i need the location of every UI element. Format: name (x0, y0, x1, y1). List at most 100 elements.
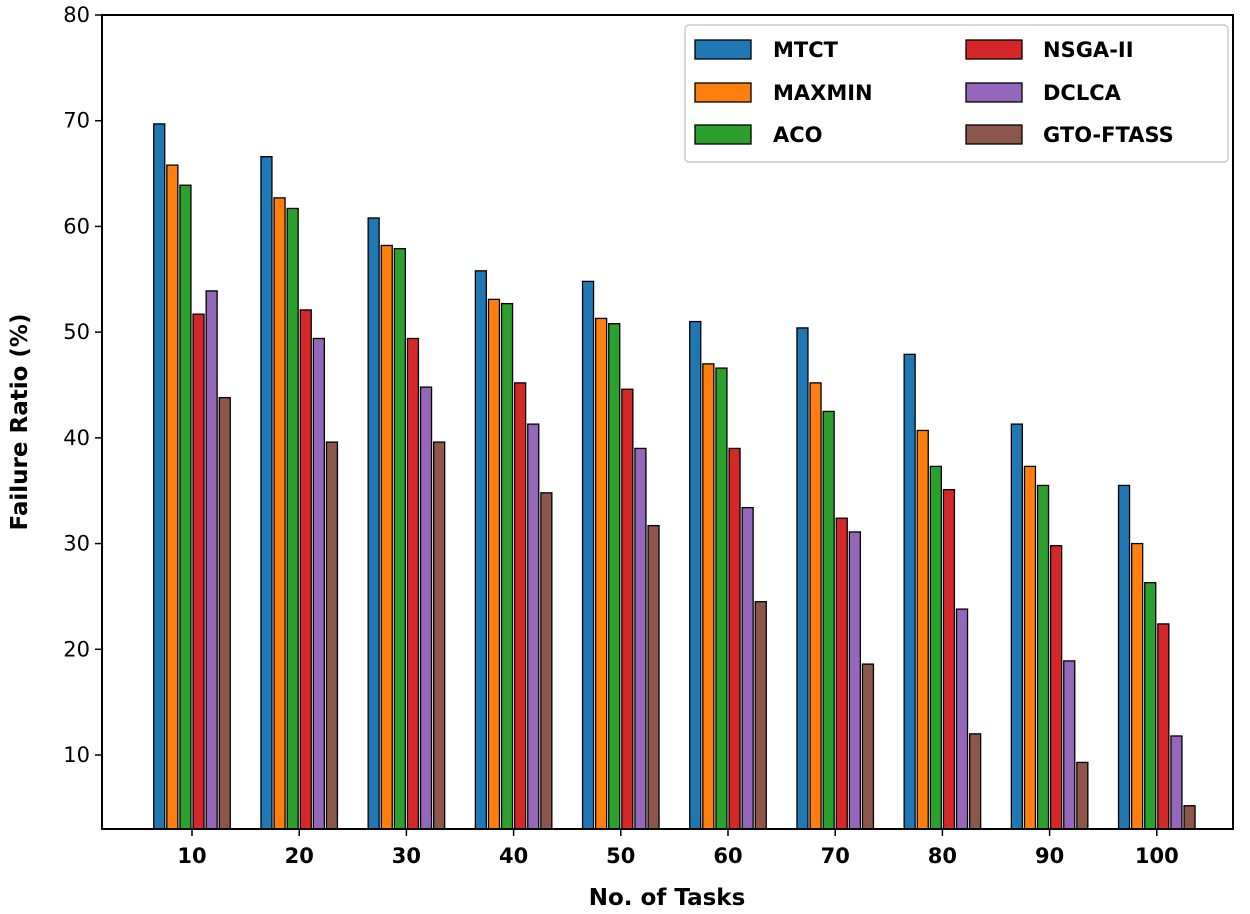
bar-dclca-90 (1063, 660, 1076, 830)
legend-label: MAXMIN (773, 81, 873, 105)
legend-swatch (694, 39, 752, 60)
bar-group-100 (1117, 484, 1196, 830)
x-tick-label: 50 (606, 844, 635, 868)
legend-label: MTCT (773, 38, 839, 62)
legend-item-mtct: MTCT (694, 38, 839, 62)
bar-mtct-60 (689, 320, 702, 830)
x-tick-label: 30 (392, 844, 421, 868)
legend-label: DCLCA (1043, 81, 1122, 105)
bar-dclca-100 (1170, 735, 1183, 830)
bar-gto-ftass-30 (432, 441, 446, 830)
bar-aco-60 (715, 367, 728, 830)
y-tick-label: 60 (63, 214, 90, 238)
bar-maxmin-70 (809, 382, 822, 830)
bar-dclca-70 (848, 531, 861, 830)
legend-swatch (965, 82, 1023, 103)
bar-dclca-60 (741, 506, 754, 830)
legend-swatch (965, 39, 1023, 60)
y-tick-label: 80 (63, 3, 90, 27)
y-tick-label: 40 (63, 426, 90, 450)
bar-groups (153, 123, 1196, 830)
bar-mtct-80 (903, 353, 916, 830)
x-tick-label: 100 (1135, 844, 1179, 868)
y-tick-label: 30 (63, 532, 90, 556)
bar-mtct-40 (474, 270, 488, 830)
bar-nsga-ii-30 (406, 337, 420, 830)
x-tick-label: 90 (1035, 844, 1064, 868)
bar-gto-ftass-50 (647, 524, 660, 830)
y-tick-label: 10 (63, 743, 90, 767)
bar-mtct-50 (581, 280, 595, 830)
bar-gto-ftass-100 (1183, 805, 1196, 830)
bar-aco-90 (1036, 484, 1050, 830)
bar-aco-70 (822, 410, 835, 830)
bar-nsga-ii-60 (728, 447, 741, 830)
bar-group-80 (903, 353, 982, 830)
bar-maxmin-30 (380, 244, 393, 830)
bar-group-90 (1010, 423, 1089, 830)
bar-gto-ftass-40 (540, 492, 553, 830)
bar-mtct-100 (1117, 484, 1131, 830)
bar-maxmin-50 (595, 317, 608, 830)
bar-mtct-90 (1010, 423, 1023, 830)
bar-maxmin-90 (1023, 465, 1037, 830)
bar-gto-ftass-20 (325, 441, 339, 830)
bar-aco-20 (286, 207, 299, 830)
bar-nsga-ii-50 (621, 388, 634, 830)
bar-dclca-30 (419, 386, 433, 830)
x-tick-label: 20 (285, 844, 314, 868)
bar-gto-ftass-80 (969, 733, 982, 830)
y-axis-title: Failure Ratio (%) (7, 314, 33, 531)
legend-swatch (965, 124, 1023, 145)
bar-maxmin-80 (916, 429, 929, 830)
bar-gto-ftass-60 (754, 601, 767, 830)
bar-group-40 (474, 270, 553, 830)
bar-aco-30 (393, 247, 407, 830)
legend-label: GTO-FTASS (1043, 123, 1174, 147)
bar-dclca-50 (634, 447, 647, 830)
bar-maxmin-40 (487, 298, 501, 830)
x-tick-label: 10 (177, 844, 206, 868)
bar-maxmin-20 (273, 197, 286, 830)
bar-maxmin-10 (166, 164, 179, 830)
bar-mtct-10 (153, 123, 166, 830)
bar-nsga-ii-70 (835, 517, 848, 830)
x-axis-title: No. of Tasks (589, 885, 746, 911)
bar-dclca-40 (527, 423, 540, 830)
bar-group-70 (796, 327, 875, 830)
legend-item-dclca: DCLCA (965, 81, 1122, 105)
bar-mtct-30 (367, 217, 380, 830)
bar-dclca-10 (205, 290, 218, 830)
bar-maxmin-60 (702, 363, 715, 830)
y-axis: 10 20 30 40 50 60 70 80 (63, 3, 102, 767)
bar-aco-50 (608, 323, 621, 830)
y-tick-label: 50 (63, 320, 90, 344)
plot-area-frame (101, 14, 1234, 830)
legend: MTCT MAXMIN ACO NSGA-II DCLCA GTO-FTASS (684, 24, 1229, 163)
bar-nsga-ii-20 (299, 309, 312, 830)
bar-group-50 (581, 280, 660, 830)
legend-swatch (694, 82, 752, 103)
bar-aco-10 (179, 184, 192, 830)
bar-group-10 (153, 123, 231, 830)
bar-group-60 (689, 320, 767, 830)
bar-nsga-ii-40 (514, 382, 527, 830)
legend-swatch (694, 124, 752, 145)
legend-label: ACO (773, 123, 823, 147)
legend-label: NSGA-II (1043, 38, 1134, 62)
bar-dclca-20 (312, 337, 326, 830)
bar-aco-100 (1144, 582, 1157, 830)
bar-group-30 (367, 217, 446, 830)
x-tick-label: 80 (928, 844, 957, 868)
bar-gto-ftass-10 (218, 397, 231, 830)
bar-gto-ftass-90 (1076, 761, 1089, 830)
bar-group-20 (260, 156, 339, 830)
legend-item-aco: ACO (694, 123, 823, 147)
x-axis: 10 20 30 40 50 60 70 80 90 100 (177, 829, 1179, 868)
bar-mtct-20 (260, 156, 273, 830)
bar-dclca-80 (955, 608, 969, 830)
bar-nsga-ii-100 (1157, 623, 1170, 830)
legend-item-maxmin: MAXMIN (694, 81, 873, 105)
bar-maxmin-100 (1131, 542, 1144, 830)
